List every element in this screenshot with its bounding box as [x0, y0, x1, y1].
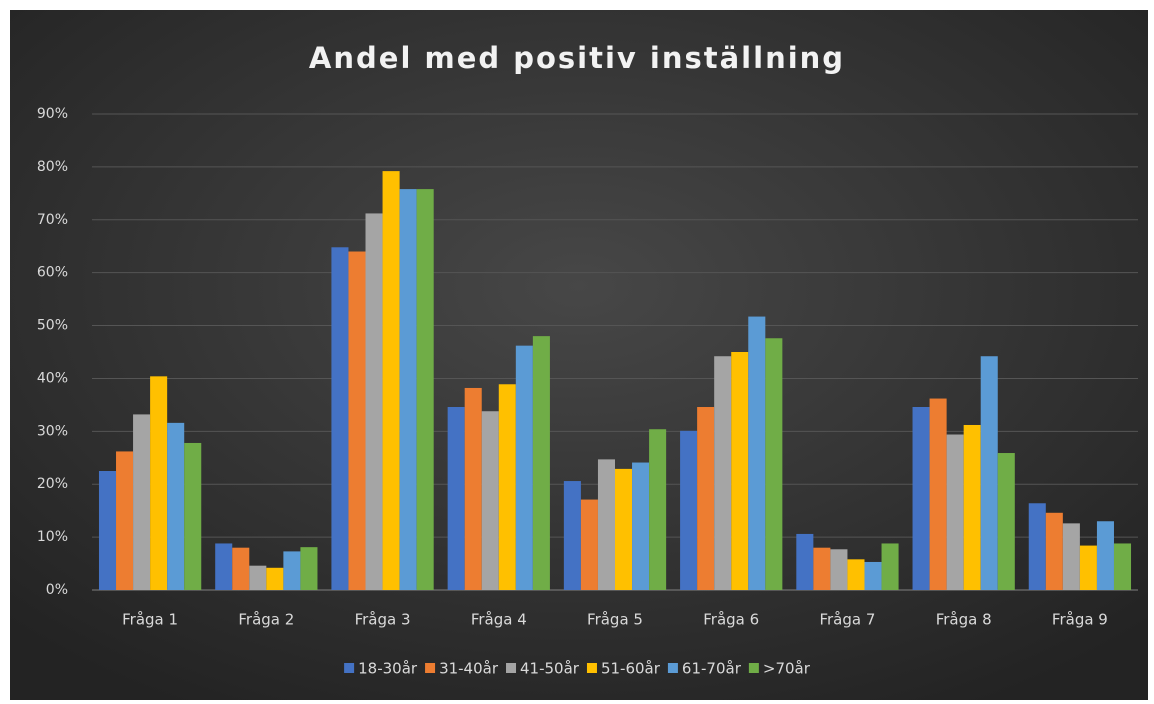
bar: [1062, 523, 1080, 590]
bar: [748, 316, 766, 590]
legend-swatch: [506, 663, 517, 673]
bar: [563, 481, 581, 590]
legend-label: 18-30år: [358, 660, 418, 678]
bar: [980, 356, 998, 590]
bar: [232, 547, 250, 590]
y-tick-label: 70%: [37, 212, 68, 228]
x-tick-label: Fråga 3: [355, 611, 411, 629]
bar: [731, 352, 749, 590]
bar: [98, 471, 117, 590]
legend-label: 41-50år: [520, 660, 580, 678]
x-tick-label: Fråga 9: [1052, 611, 1108, 629]
bar: [331, 247, 349, 590]
bar: [680, 430, 698, 590]
x-tick-label: Fråga 1: [122, 611, 178, 629]
bar: [498, 384, 516, 590]
bar: [133, 414, 151, 590]
y-tick-label: 0%: [46, 582, 68, 598]
y-tick-label: 20%: [37, 476, 68, 492]
chart-title: Andel med positiv inställning: [309, 41, 845, 75]
bar: [184, 442, 202, 590]
bar: [830, 549, 848, 590]
bar: [649, 429, 667, 590]
bar: [116, 451, 134, 590]
bar: [1079, 545, 1097, 590]
bar: [929, 398, 947, 590]
bar: [532, 336, 550, 590]
bar: [615, 468, 633, 590]
legend-swatch: [425, 663, 436, 673]
bar: [266, 567, 284, 590]
y-tick-label: 90%: [37, 106, 68, 122]
legend-swatch: [748, 663, 759, 673]
bar: [946, 434, 964, 590]
y-tick-label: 80%: [37, 159, 68, 175]
bar: [1045, 512, 1063, 590]
legend-swatch: [667, 663, 678, 673]
bar: [912, 407, 930, 590]
bar: [515, 345, 533, 590]
bar: [597, 459, 615, 590]
legend-label: >70år: [763, 660, 811, 678]
bar: [765, 338, 783, 590]
x-tick-label: Fråga 5: [587, 611, 643, 629]
bar: [399, 189, 417, 590]
y-tick-label: 10%: [37, 529, 68, 545]
bar: [881, 543, 899, 590]
legend-swatch: [586, 663, 597, 673]
bar: [215, 543, 233, 590]
x-tick-label: Fråga 6: [703, 611, 759, 629]
bar: [382, 171, 400, 590]
y-tick-label: 50%: [37, 318, 68, 334]
bar: [632, 462, 650, 590]
bar: [796, 533, 814, 590]
bar: [300, 547, 318, 590]
bar: [1096, 521, 1114, 590]
y-tick-label: 60%: [37, 265, 68, 281]
bar: [365, 213, 383, 591]
bar: [1113, 543, 1132, 590]
bar: [1028, 503, 1046, 590]
bar: [283, 551, 301, 590]
bar: [249, 565, 267, 590]
x-tick-label: Fråga 8: [936, 611, 992, 629]
bar: [464, 387, 482, 590]
legend-label: 51-60år: [601, 660, 661, 678]
bar: [864, 561, 882, 590]
x-tick-label: Fråga 2: [238, 611, 294, 629]
bar: [813, 547, 831, 590]
bar: [997, 453, 1015, 590]
legend-swatch: [344, 663, 355, 673]
bar: [348, 251, 366, 590]
bar: [847, 559, 865, 590]
bar: [167, 422, 185, 590]
legend-label: 31-40år: [439, 660, 499, 678]
bar: [580, 499, 598, 590]
x-tick-label: Fråga 7: [819, 611, 875, 629]
x-tick-label: Fråga 4: [471, 611, 527, 629]
bar: [697, 407, 715, 590]
bar: [714, 356, 732, 590]
y-tick-label: 40%: [37, 370, 68, 386]
y-tick-label: 30%: [37, 423, 68, 439]
bar: [447, 407, 465, 590]
bar: [481, 411, 499, 590]
bar: [150, 376, 168, 590]
legend-label: 61-70år: [682, 660, 742, 678]
bar: [963, 424, 981, 590]
bar: [416, 189, 434, 590]
